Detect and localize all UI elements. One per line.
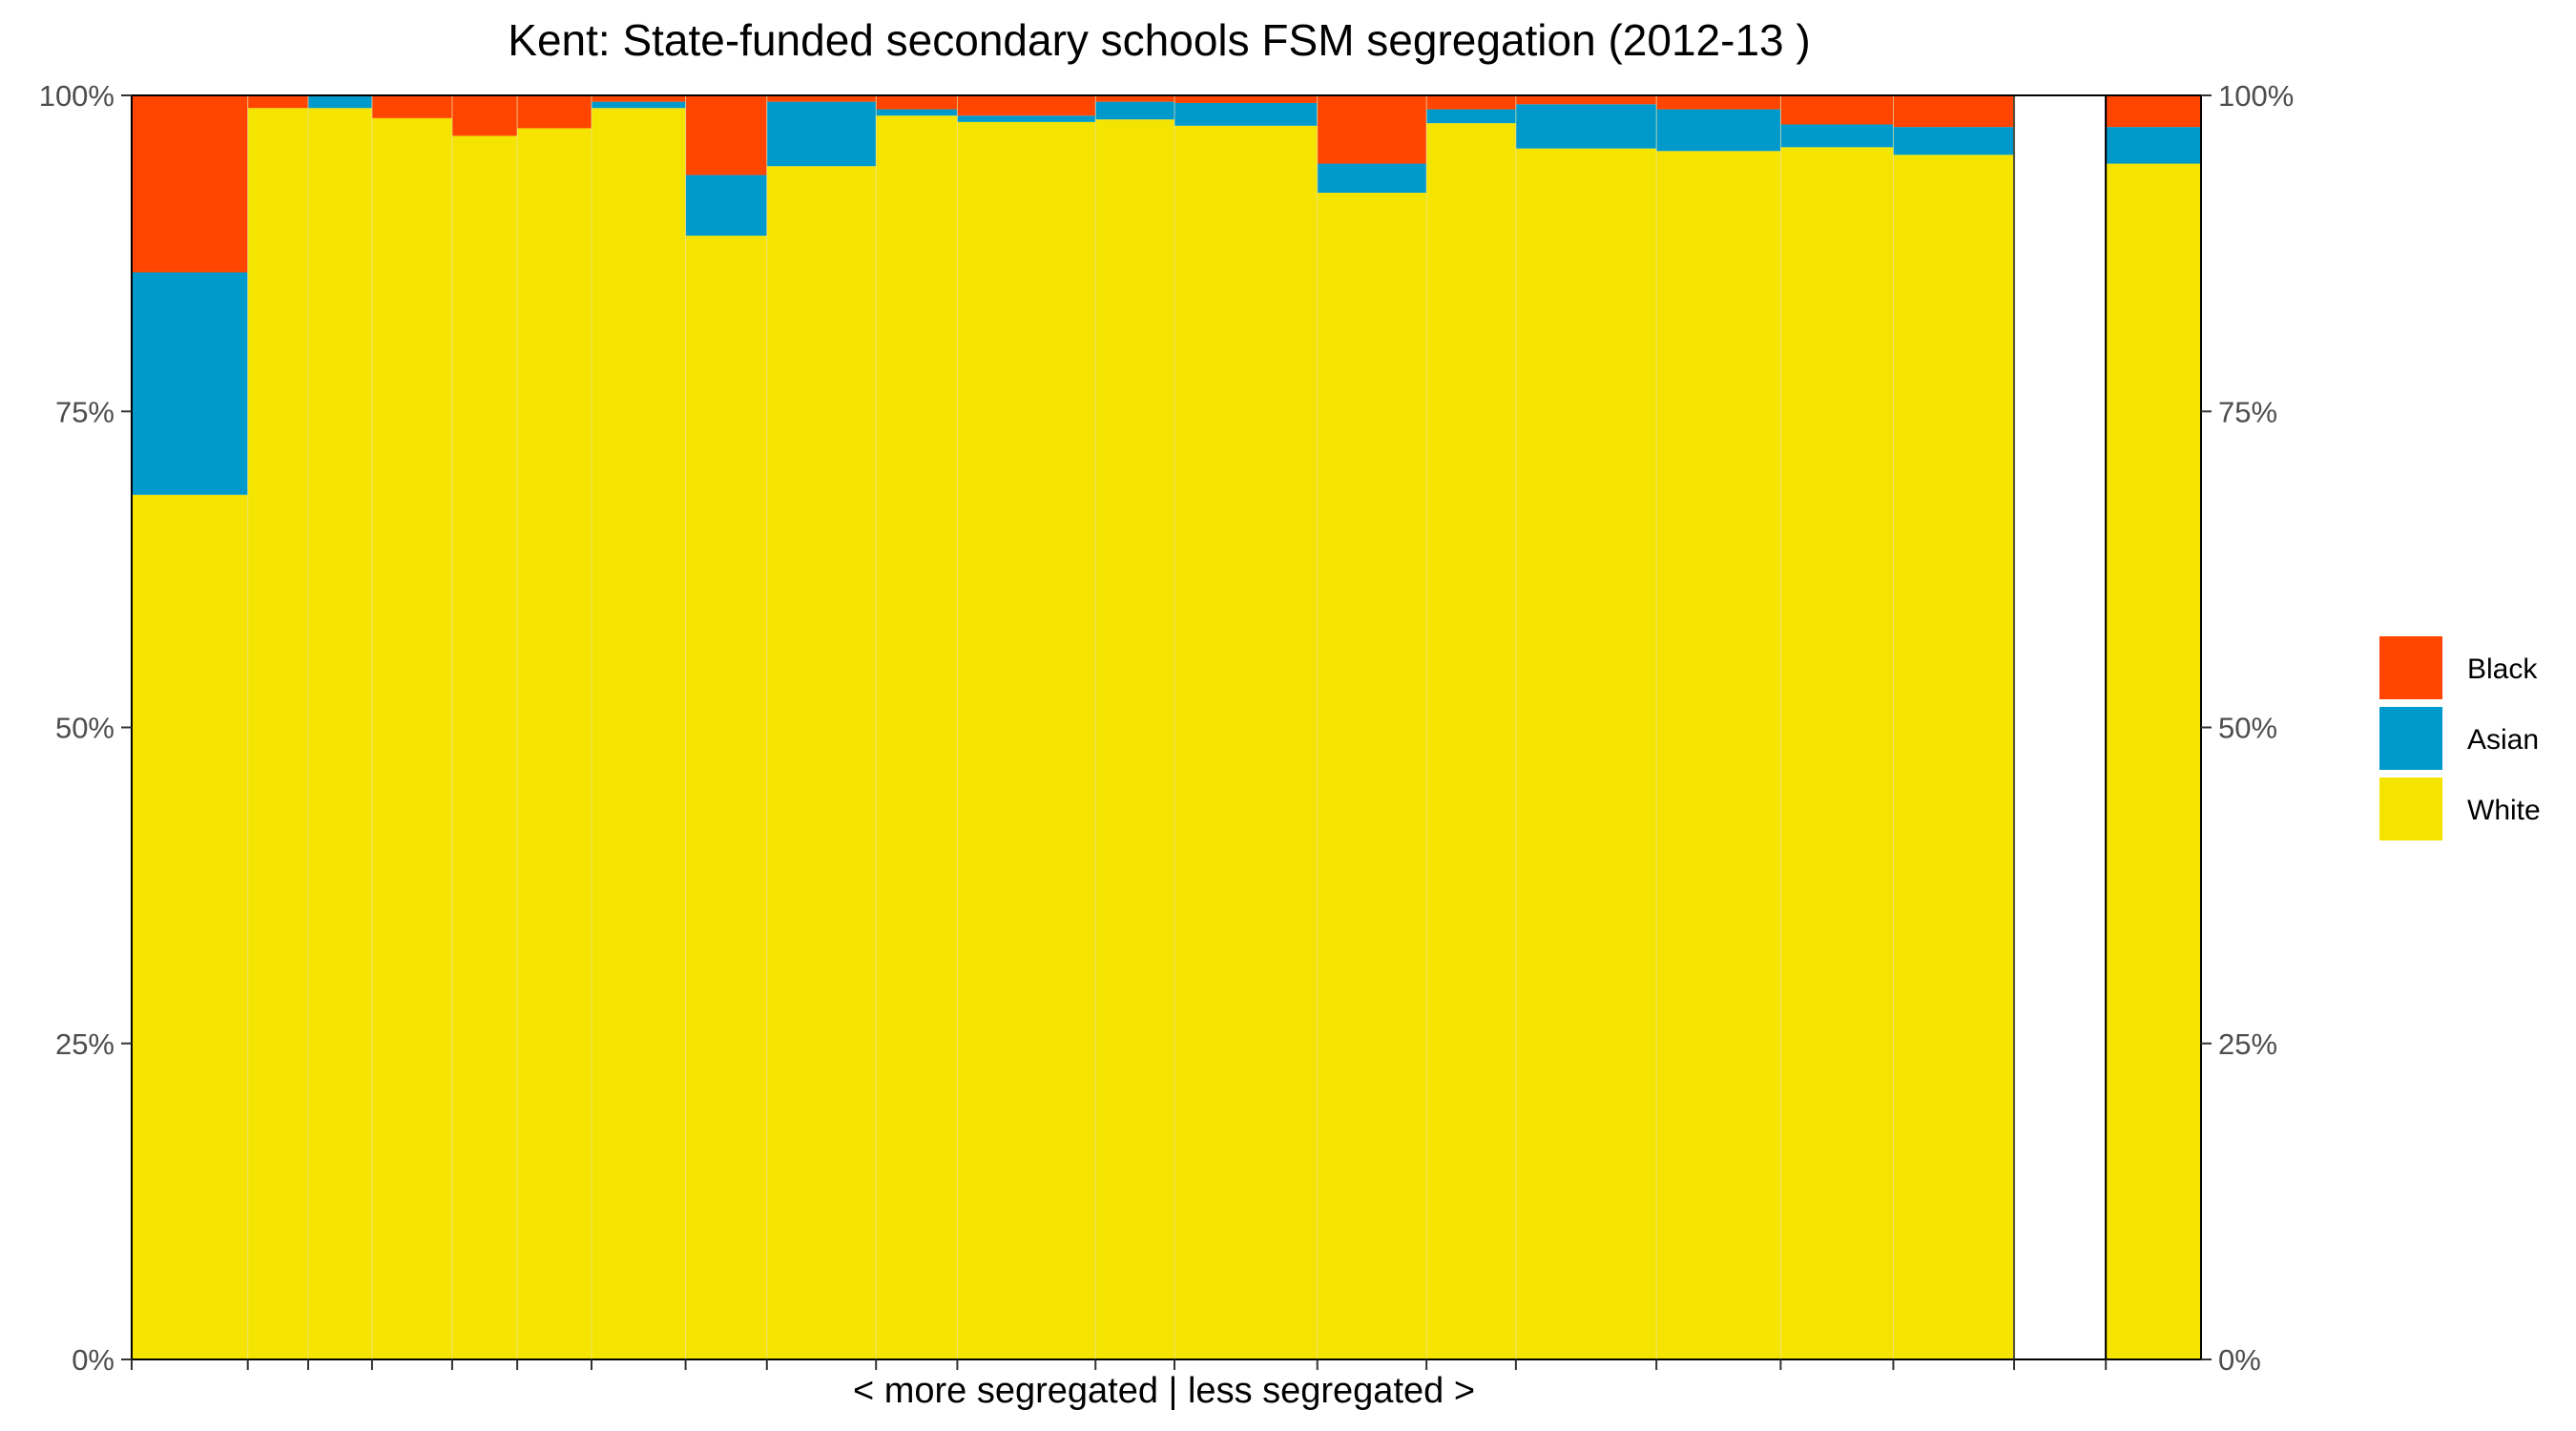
empty-gap-bar — [2013, 94, 2108, 1360]
bar-12-black-segment — [1095, 95, 1175, 102]
bar-16-white-segment — [1515, 148, 1657, 1359]
right-y-tick-label: 0% — [2218, 1343, 2261, 1377]
bar-13-black-segment — [1174, 95, 1318, 103]
bars-group — [132, 94, 2202, 1360]
legend-label-black: Black — [2467, 653, 2538, 685]
bar-10-asian-segment — [876, 109, 958, 116]
bar-6-white-segment — [517, 128, 592, 1360]
bar-5-white-segment — [451, 135, 518, 1359]
bar-21-white-segment — [2106, 163, 2201, 1359]
bar-11-white-segment — [957, 121, 1096, 1360]
bar-18-white-segment — [1780, 147, 1894, 1359]
bar-8-asian-segment — [685, 175, 767, 237]
legend-swatch-black — [2379, 636, 2442, 699]
bar-16-black-segment — [1515, 95, 1657, 105]
bar-12-white-segment — [1095, 119, 1175, 1359]
chart-title: Kent: State-funded secondary schools FSM… — [508, 15, 1810, 65]
bar-8-white-segment — [685, 236, 767, 1360]
bar-11-asian-segment — [957, 115, 1096, 122]
bar-7-asian-segment — [592, 101, 686, 109]
legend-swatch-asian — [2379, 707, 2442, 770]
bar-16-asian-segment — [1515, 104, 1657, 149]
left-y-axis: 0% 25% 50% 75% 100% — [39, 79, 2201, 1377]
right-y-axis: 0% 25% 50% 75% 100% — [2200, 79, 2294, 1377]
bar-21-asian-segment — [2106, 127, 2201, 164]
bar-14-white-segment — [1317, 193, 1427, 1359]
bar-9-asian-segment — [766, 101, 877, 167]
bar-7-white-segment — [592, 108, 686, 1359]
bar-18-asian-segment — [1780, 124, 1894, 148]
left-y-tick-label: 50% — [55, 712, 114, 745]
bar-8-black-segment — [685, 95, 767, 176]
left-y-tick-label: 100% — [39, 79, 114, 113]
bar-9-black-segment — [766, 95, 877, 102]
right-y-tick-label: 50% — [2218, 712, 2277, 745]
bar-6-black-segment — [517, 95, 592, 129]
bar-12-asian-segment — [1095, 101, 1175, 120]
bar-3-asian-segment — [308, 95, 372, 109]
bar-1-asian-segment — [132, 272, 248, 495]
bar-4-white-segment — [371, 117, 452, 1360]
bar-10-white-segment — [876, 115, 958, 1360]
bar-18-black-segment — [1780, 95, 1894, 125]
bar-17-white-segment — [1656, 151, 1781, 1359]
bar-7-black-segment — [592, 95, 686, 102]
left-y-tick-label: 75% — [55, 395, 114, 428]
bar-3-white-segment — [308, 108, 372, 1359]
right-y-tick-label: 100% — [2218, 79, 2294, 113]
legend-swatch-white — [2379, 778, 2442, 840]
bar-9-white-segment — [766, 166, 877, 1360]
bar-17-black-segment — [1656, 95, 1781, 110]
bar-5-black-segment — [451, 95, 518, 136]
bar-21-black-segment — [2106, 95, 2201, 128]
bar-13-white-segment — [1174, 125, 1318, 1359]
bar-17-asian-segment — [1656, 109, 1781, 152]
bar-19-white-segment — [1893, 155, 2015, 1359]
bar-1-white-segment — [132, 494, 248, 1359]
bar-19-asian-segment — [1893, 127, 2015, 156]
bar-19-black-segment — [1893, 95, 2015, 128]
right-y-tick-label: 75% — [2218, 395, 2277, 428]
bar-14-black-segment — [1317, 95, 1427, 164]
bar-15-asian-segment — [1426, 109, 1516, 124]
left-y-tick-label: 25% — [55, 1027, 114, 1061]
bar-2-black-segment — [247, 95, 309, 109]
bar-10-black-segment — [876, 95, 958, 110]
bar-15-black-segment — [1426, 95, 1516, 110]
legend: Black Asian White — [2379, 636, 2541, 840]
legend-label-white: White — [2467, 795, 2541, 826]
x-axis-label: < more segregated | less segregated > — [853, 1371, 1475, 1411]
bar-2-white-segment — [247, 108, 309, 1359]
bar-1-black-segment — [132, 95, 248, 273]
left-y-tick-label: 0% — [72, 1343, 114, 1377]
bar-15-white-segment — [1426, 123, 1516, 1359]
bar-11-black-segment — [957, 95, 1096, 116]
legend-label-asian: Asian — [2467, 724, 2539, 756]
bar-13-asian-segment — [1174, 102, 1318, 126]
right-y-tick-label: 25% — [2218, 1027, 2277, 1061]
bar-4-black-segment — [371, 95, 452, 118]
x-axis-ticks — [131, 1359, 2108, 1370]
bar-14-asian-segment — [1317, 163, 1427, 194]
